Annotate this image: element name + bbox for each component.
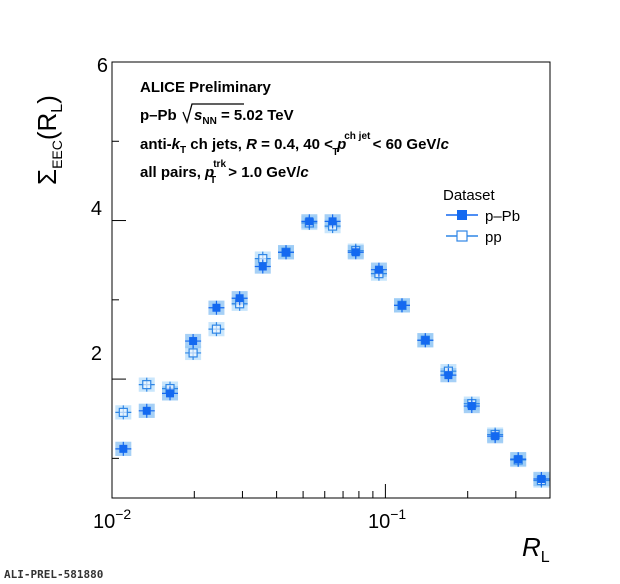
annotation-system: p–Pb sNN = 5.02 TeV (140, 103, 294, 127)
ppb-point (440, 368, 457, 383)
ppb-point-marker (305, 217, 314, 226)
pp-point (138, 377, 155, 392)
ppb-point-marker (491, 432, 500, 441)
legend-label-ppb: p–Pb (485, 208, 520, 225)
ppb-point-marker (119, 444, 128, 453)
annotation-track-selection: all pairs, ptrk T > 1.0 GeV/c (140, 159, 309, 186)
ppb-point-marker (397, 301, 406, 310)
y-tick-label: 4 (91, 198, 102, 220)
legend-title: Dataset (443, 187, 496, 204)
svg-text:p–Pb: p–Pb (140, 107, 177, 124)
ppb-point-marker (467, 402, 476, 411)
y-tick-label: 6 (97, 55, 108, 77)
ppb-point (324, 214, 341, 229)
ppb-point-marker (189, 337, 198, 346)
ppb-point-marker (235, 294, 244, 303)
pp-point-marker (211, 324, 222, 334)
axis-ticks (111, 61, 551, 498)
pp-point (208, 322, 225, 337)
ppb-point (162, 386, 179, 401)
ppb-point-marker (421, 336, 430, 345)
ppb-point (417, 333, 434, 348)
legend: Dataset p–Pb pp (443, 187, 520, 246)
data-marks (115, 214, 550, 488)
legend-label-pp: pp (485, 229, 502, 246)
ppb-point (393, 298, 410, 313)
ppb-point (185, 334, 202, 349)
pp-point-marker (118, 407, 128, 417)
ppb-point (115, 441, 132, 456)
ppb-point-marker (514, 455, 523, 464)
pp-point-marker (188, 348, 198, 358)
x-tick-label: 10−2 (93, 506, 131, 533)
ppb-point (347, 245, 364, 260)
ppb-point (370, 262, 387, 277)
svg-text:sNN = 5.02 TeV: sNN = 5.02 TeV (194, 107, 294, 127)
ppb-point (463, 399, 480, 414)
annotation-jet-selection: anti-kT ch jets, R = 0.4, 40 < pch jet T … (140, 131, 450, 158)
ppb-point-marker (282, 248, 291, 257)
ppb-point (278, 245, 295, 260)
legend-marker-pp (456, 230, 468, 242)
plot-frame (111, 61, 551, 499)
pp-point-marker (142, 380, 152, 390)
ppb-point-marker (258, 262, 267, 271)
figure-reference: ALI-PREL-581880 (4, 568, 104, 581)
y-tick-label: 2 (91, 343, 102, 365)
ppb-point-marker (166, 389, 175, 398)
ppb-point-marker (444, 371, 453, 380)
sqrt-sign (182, 103, 244, 125)
ppb-point (510, 452, 527, 467)
ppb-point (208, 300, 225, 315)
pp-point (115, 405, 132, 420)
ppb-point-marker (537, 474, 546, 483)
ppb-point (254, 259, 271, 274)
ppb-point (533, 471, 550, 486)
ppb-point (138, 403, 155, 418)
x-axis-label: RL (522, 532, 550, 566)
ppb-point (301, 214, 318, 229)
annotation-experiment: ALICE Preliminary (140, 79, 272, 96)
x-tick-label: 10−1 (368, 506, 406, 533)
legend-marker-ppb (457, 210, 467, 220)
y-axis-label: ΣEEC(RL) (32, 95, 66, 185)
ppb-point-marker (212, 303, 221, 312)
ppb-point-marker (328, 217, 337, 226)
ppb-point-marker (142, 406, 151, 415)
ppb-point-marker (374, 265, 383, 274)
ppb-point (231, 291, 248, 306)
ppb-point (487, 429, 504, 444)
ppb-point-marker (351, 248, 360, 257)
pp-point (185, 345, 202, 360)
